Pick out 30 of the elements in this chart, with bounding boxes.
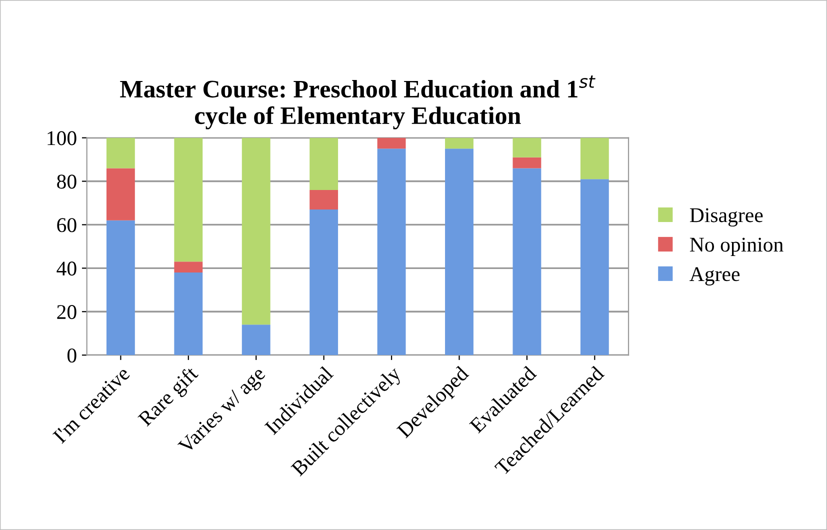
bar [174,138,203,262]
bar [512,157,542,168]
legend-label: No opinion [690,238,784,256]
bar [512,168,542,356]
bar [310,210,338,356]
bar [512,138,542,158]
bar [377,148,406,356]
bar [242,324,270,356]
bar [242,138,270,325]
y-tick-label: 0 [67,348,76,363]
bar [310,190,338,210]
bar [174,272,203,356]
y-tick-label: 60 [57,218,76,232]
y-tick-label: 100 [48,131,76,146]
y-tick-label: 80 [57,174,76,189]
bar [445,148,474,356]
bar [580,179,609,356]
legend-label: Disagree [690,208,763,227]
bar [580,138,609,180]
bar [106,138,135,168]
bar [174,262,203,273]
bar [377,138,406,149]
bar [445,138,474,149]
y-tick-label: 20 [57,305,76,320]
bar [310,138,338,190]
chart-title: Master Course: Preschool Education and 1$^{st}$ cycle of Elementary Education [120,75,596,130]
bar [106,220,135,356]
y-tick-label: 40 [56,262,76,276]
legend-label: Agree [690,267,740,286]
bar [106,168,135,220]
